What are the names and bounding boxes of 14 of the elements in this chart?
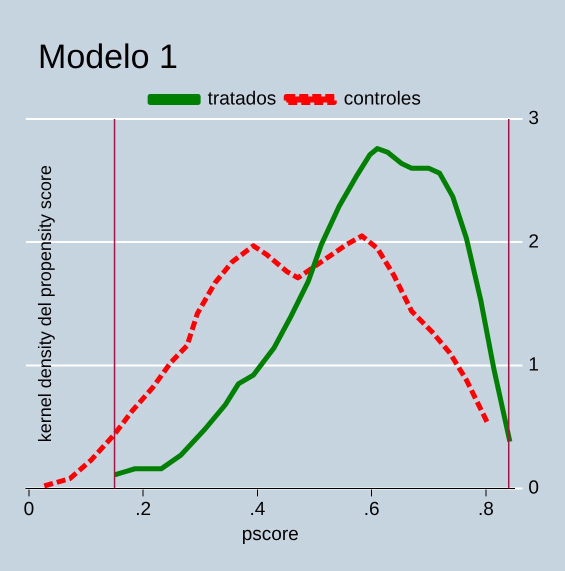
x-tick-label: .8	[478, 499, 494, 520]
legend-label: controles	[344, 88, 421, 110]
x-tick-label: .6	[364, 499, 380, 520]
y-tick-label: 0	[528, 478, 540, 499]
x-axis-title: pscore	[242, 524, 299, 545]
legend-label: tratados	[208, 88, 276, 110]
chart-title: Modelo 1	[38, 38, 178, 77]
x-tick-label: .4	[249, 499, 266, 520]
y-tick-label: 3	[528, 108, 540, 130]
y-axis-title: kernel density del propensity score	[34, 165, 55, 442]
y-tick-label: 2	[528, 231, 540, 252]
y-tick-label: 1	[528, 354, 540, 376]
x-tick-label: .2	[135, 499, 152, 520]
x-tick-label: 0	[24, 499, 34, 520]
